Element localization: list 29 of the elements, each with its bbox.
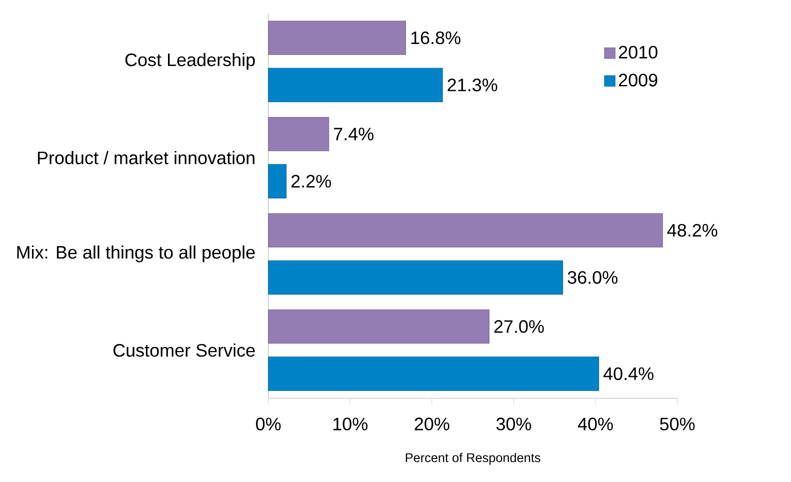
legend-label: 2009	[618, 74, 658, 86]
y-tick-label: Customer Service	[113, 344, 255, 357]
y-tick-label: Cost Leadership	[125, 52, 255, 70]
x-tick-label: 50%	[660, 418, 695, 430]
data-label: 16.8%	[411, 31, 460, 44]
bar	[268, 164, 287, 198]
data-label: 48.2%	[667, 224, 718, 237]
x-axis-title: Percent of Respondents	[406, 452, 540, 465]
data-label: 40.4%	[603, 367, 654, 380]
bar	[268, 260, 564, 295]
x-tick-label: 40%	[578, 418, 613, 430]
bar	[268, 20, 406, 55]
y-tick-label: Mix: Be all things to all people	[17, 245, 255, 262]
bar	[268, 309, 490, 344]
x-tick-label: 20%	[414, 418, 450, 430]
bar	[268, 213, 663, 248]
legend-label: 2010	[618, 46, 658, 59]
data-label: 2.2%	[291, 174, 331, 188]
data-label: 36.0%	[568, 271, 618, 284]
bar	[268, 116, 330, 152]
x-tick-label: 30%	[496, 418, 532, 430]
x-tick-label: 0%	[256, 418, 281, 430]
bar	[268, 68, 443, 102]
data-label: 27.0%	[494, 320, 544, 333]
y-tick-label: Product / market innovation	[38, 151, 254, 164]
x-tick-label: 10%	[333, 418, 368, 430]
data-label: 7.4%	[334, 128, 374, 140]
bar	[268, 356, 600, 391]
data-label: 21.3%	[448, 78, 498, 92]
